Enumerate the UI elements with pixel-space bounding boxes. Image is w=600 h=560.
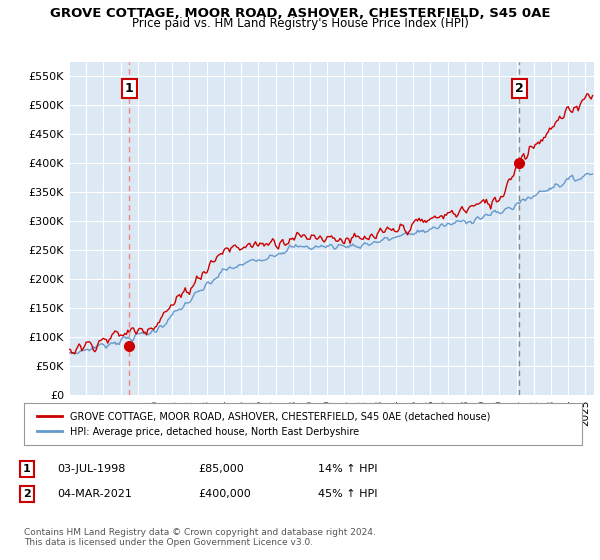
Text: 2: 2 [515,82,524,95]
Text: 14% ↑ HPI: 14% ↑ HPI [318,464,377,474]
Text: 03-JUL-1998: 03-JUL-1998 [57,464,125,474]
Text: Price paid vs. HM Land Registry's House Price Index (HPI): Price paid vs. HM Land Registry's House … [131,17,469,30]
Text: 04-MAR-2021: 04-MAR-2021 [57,489,132,499]
Text: GROVE COTTAGE, MOOR ROAD, ASHOVER, CHESTERFIELD, S45 0AE: GROVE COTTAGE, MOOR ROAD, ASHOVER, CHEST… [50,7,550,20]
Text: £85,000: £85,000 [198,464,244,474]
Text: 1: 1 [23,464,31,474]
Text: 1: 1 [125,82,134,95]
Legend: GROVE COTTAGE, MOOR ROAD, ASHOVER, CHESTERFIELD, S45 0AE (detached house), HPI: : GROVE COTTAGE, MOOR ROAD, ASHOVER, CHEST… [32,405,496,443]
Text: 45% ↑ HPI: 45% ↑ HPI [318,489,377,499]
Text: £400,000: £400,000 [198,489,251,499]
Text: 2: 2 [23,489,31,499]
Text: Contains HM Land Registry data © Crown copyright and database right 2024.
This d: Contains HM Land Registry data © Crown c… [24,528,376,547]
